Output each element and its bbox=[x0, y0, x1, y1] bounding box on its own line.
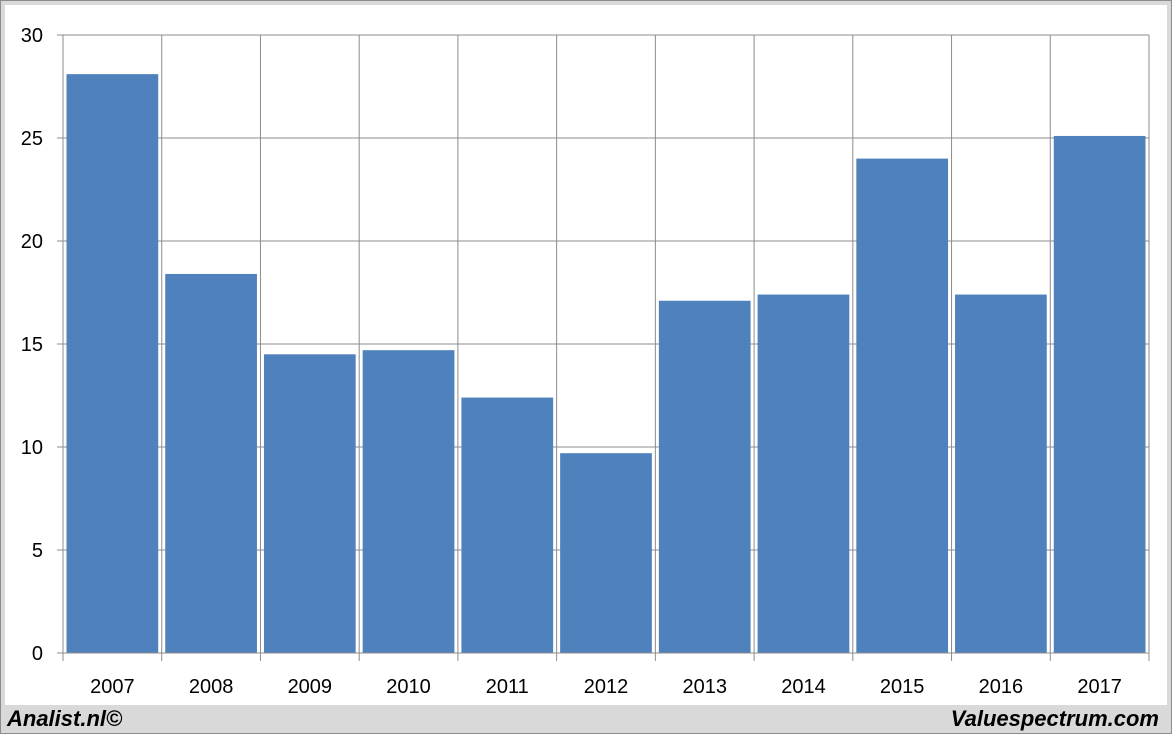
x-tick-label-2013: 2013 bbox=[682, 676, 727, 698]
x-tick-label-2017: 2017 bbox=[1077, 676, 1122, 698]
bar-2014 bbox=[757, 294, 850, 653]
bar-2008 bbox=[165, 273, 257, 653]
y-tick-label-25: 25 bbox=[21, 128, 43, 150]
bar-2007 bbox=[66, 74, 159, 653]
y-tick-label-5: 5 bbox=[32, 540, 43, 562]
bar-2016 bbox=[955, 294, 1047, 653]
bar-2011 bbox=[461, 397, 554, 653]
x-tick-label-2016: 2016 bbox=[979, 676, 1024, 698]
bar-2010 bbox=[362, 350, 455, 653]
bar-2015 bbox=[856, 158, 949, 653]
x-tick-label-2015: 2015 bbox=[880, 676, 925, 698]
bar-2017 bbox=[1053, 135, 1146, 653]
bar-2009 bbox=[263, 354, 356, 653]
footer-credit-left: Analist.nl© bbox=[7, 706, 123, 731]
y-tick-label-20: 20 bbox=[21, 231, 43, 253]
bar-2012 bbox=[560, 453, 652, 653]
x-tick-label-2014: 2014 bbox=[781, 676, 826, 698]
x-tick-label-2007: 2007 bbox=[90, 676, 135, 698]
x-tick-label-2011: 2011 bbox=[486, 676, 529, 698]
footer-credit-right: Valuespectrum.com bbox=[950, 706, 1159, 731]
x-tick-label-2010: 2010 bbox=[386, 676, 431, 698]
y-tick-label-15: 15 bbox=[21, 334, 43, 356]
bar-2013 bbox=[658, 300, 751, 653]
y-tick-label-10: 10 bbox=[21, 437, 43, 459]
x-tick-label-2009: 2009 bbox=[288, 676, 333, 698]
y-tick-label-30: 30 bbox=[21, 25, 43, 47]
x-tick-label-2008: 2008 bbox=[189, 676, 234, 698]
bar-chart: 0 5 10 15 20 25 30 2007 2008 2009 2010 2011 2012 2013… bbox=[21, 25, 1150, 698]
x-tick-label-2012: 2012 bbox=[584, 676, 629, 698]
y-tick-label-0: 0 bbox=[32, 643, 43, 665]
